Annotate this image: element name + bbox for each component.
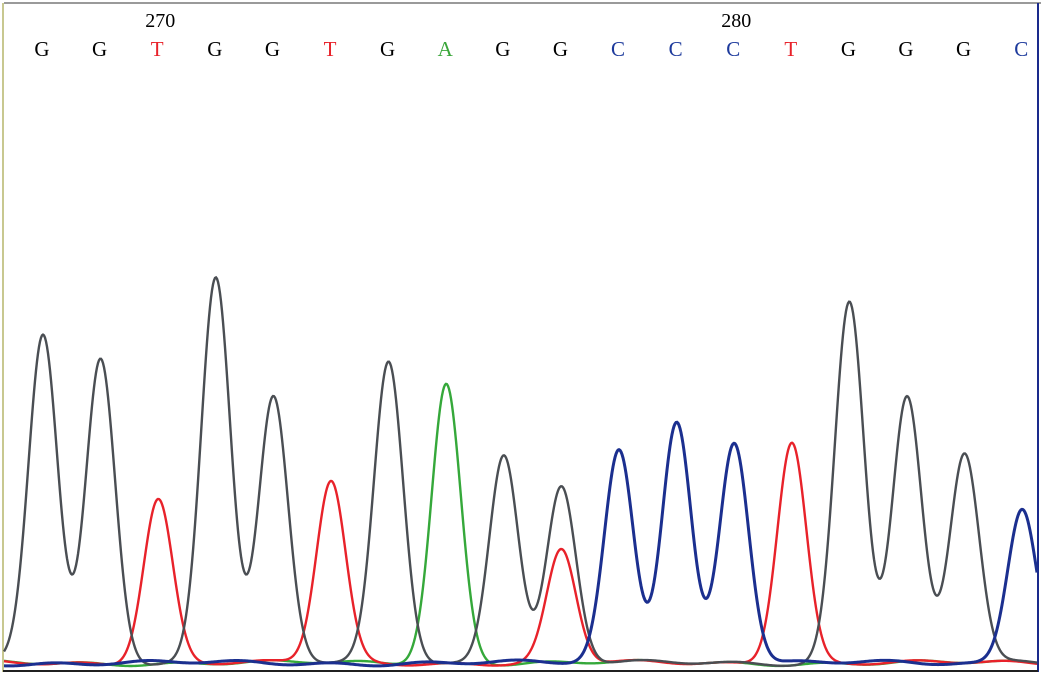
trace-layer bbox=[2, 275, 1039, 668]
base-call-7: G bbox=[380, 37, 395, 61]
base-call-14: T bbox=[784, 37, 797, 61]
base-call-6: T bbox=[324, 37, 337, 61]
base-call-9: G bbox=[495, 37, 510, 61]
base-call-11: C bbox=[611, 37, 625, 61]
base-call-13: C bbox=[726, 37, 740, 61]
position-label-280: 280 bbox=[721, 10, 751, 32]
base-call-3: T bbox=[151, 37, 164, 61]
base-call-10: G bbox=[553, 37, 568, 61]
base-call-5: G bbox=[265, 37, 280, 61]
base-call-2: G bbox=[92, 37, 107, 61]
base-call-16: G bbox=[898, 37, 913, 61]
trace-c bbox=[3, 420, 1039, 668]
base-call-12: C bbox=[669, 37, 683, 61]
base-call-8: A bbox=[438, 37, 454, 61]
position-label-270: 270 bbox=[145, 10, 175, 32]
base-call-1: G bbox=[34, 37, 49, 61]
base-call-17: G bbox=[956, 37, 971, 61]
position-ruler: 270 280 bbox=[145, 10, 751, 32]
base-call-18: C bbox=[1014, 37, 1028, 61]
trace-g bbox=[2, 275, 1038, 668]
base-call-15: G bbox=[841, 37, 856, 61]
base-call-4: G bbox=[207, 37, 222, 61]
